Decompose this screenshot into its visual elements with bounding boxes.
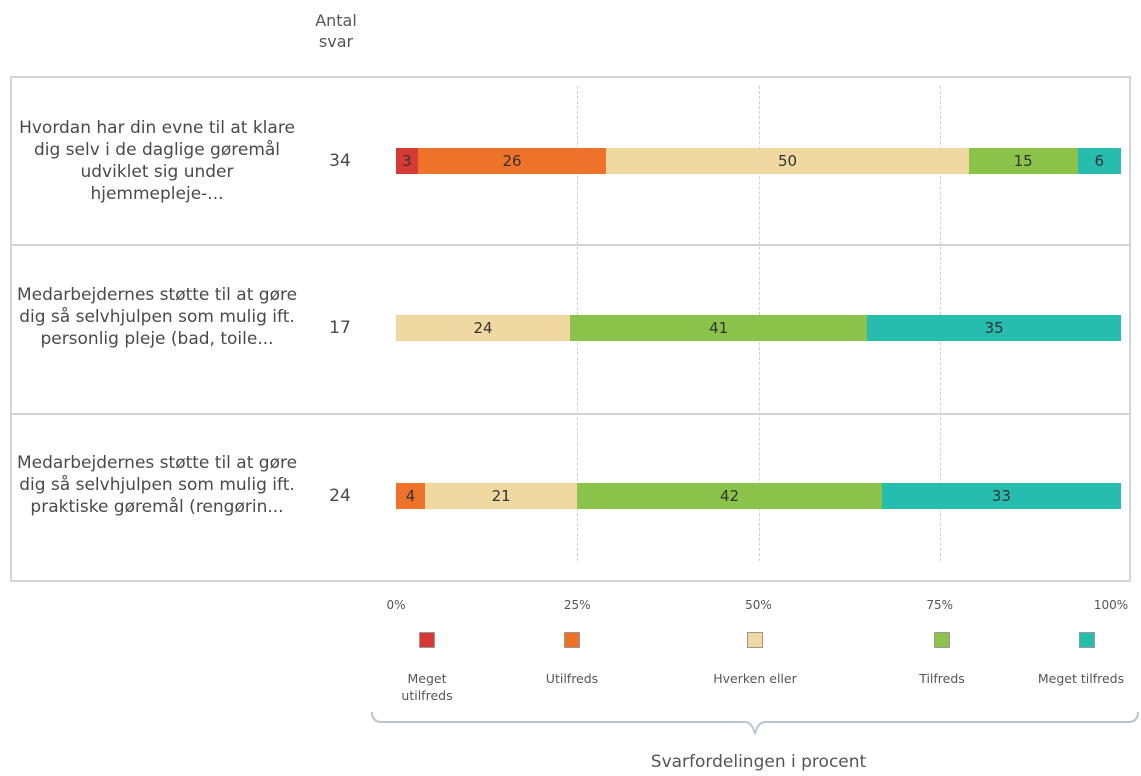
row-label: Medarbejdernes støtte til at gøre dig så… — [16, 285, 298, 349]
row-label: Medarbejdernes støtte til at gøre dig så… — [16, 453, 298, 517]
row-count: 34 — [329, 151, 351, 171]
bar-segment: 3 — [396, 148, 418, 174]
legend-label: Tilfreds — [919, 671, 965, 686]
legend-swatch — [1079, 632, 1095, 648]
legend-swatch — [934, 632, 950, 648]
bar-segment: 21 — [425, 483, 578, 509]
x-axis-title: Svarfordelingen i procent — [650, 752, 867, 772]
bar-segment: 26 — [417, 148, 607, 174]
legend-swatch — [564, 632, 580, 648]
legend-swatch — [419, 632, 435, 648]
bar-segment: 6 — [1077, 148, 1121, 174]
legend-label: Hverken eller — [713, 671, 797, 686]
legend-swatch — [747, 632, 763, 648]
bar-segment: 15 — [968, 148, 1078, 174]
bar-segment: 42 — [577, 483, 882, 509]
bar-segment: 4 — [396, 483, 425, 509]
x-tick-label: 0% — [386, 598, 406, 612]
legend-label: Meget utilfreds — [401, 671, 453, 703]
stacked-bar: 4 21 42 33 — [396, 483, 1121, 509]
legend-label: Utilfreds — [545, 671, 599, 686]
bar-segment: 50 — [606, 148, 969, 174]
row-count: 24 — [329, 486, 351, 506]
row-divider — [10, 244, 1131, 246]
bar-segment: 33 — [881, 483, 1121, 509]
x-tick-label: 50% — [745, 598, 772, 612]
x-tick-label: 75% — [926, 598, 954, 612]
bar-segment: 41 — [570, 315, 868, 341]
bar-segment: 35 — [867, 315, 1121, 341]
x-tick-label: 25% — [563, 598, 591, 612]
row-label: Hvordan har din evne til at klare dig se… — [19, 118, 295, 204]
x-tick-label: 100% — [1093, 598, 1129, 612]
row-divider — [10, 413, 1131, 415]
legend-label: Meget tilfreds — [1037, 671, 1125, 686]
count-column-header: Antal svar — [315, 11, 357, 51]
stacked-bar: 3 26 50 15 6 — [396, 148, 1121, 174]
bar-segment: 24 — [396, 315, 570, 341]
row-count: 17 — [329, 318, 351, 338]
axis-brace — [371, 712, 1139, 735]
stacked-bar: 24 41 35 — [396, 315, 1121, 341]
chart-frame — [10, 76, 1131, 582]
